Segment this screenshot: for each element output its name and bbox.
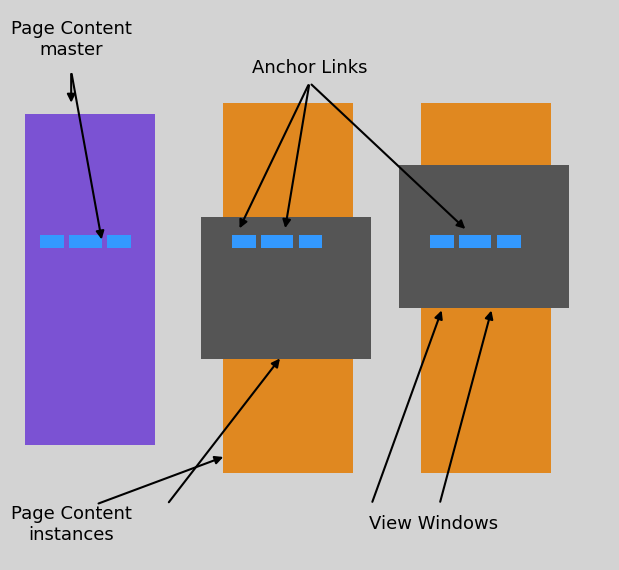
Bar	[497, 235, 521, 248]
Text: Anchor Links: Anchor Links	[252, 59, 367, 78]
Text: View Windows: View Windows	[369, 515, 498, 534]
Bar	[421, 103, 551, 473]
Bar	[40, 235, 64, 248]
Bar	[69, 235, 102, 248]
Text: Page Content
instances: Page Content instances	[11, 505, 132, 544]
Bar	[399, 165, 569, 308]
Bar	[223, 103, 353, 473]
Bar	[299, 235, 322, 248]
Bar	[232, 235, 256, 248]
Bar	[201, 217, 371, 359]
Bar	[459, 235, 491, 248]
Bar	[25, 114, 155, 445]
Bar	[107, 235, 131, 248]
Text: Page Content
master: Page Content master	[11, 21, 132, 59]
Bar	[261, 235, 293, 248]
Bar	[430, 235, 454, 248]
